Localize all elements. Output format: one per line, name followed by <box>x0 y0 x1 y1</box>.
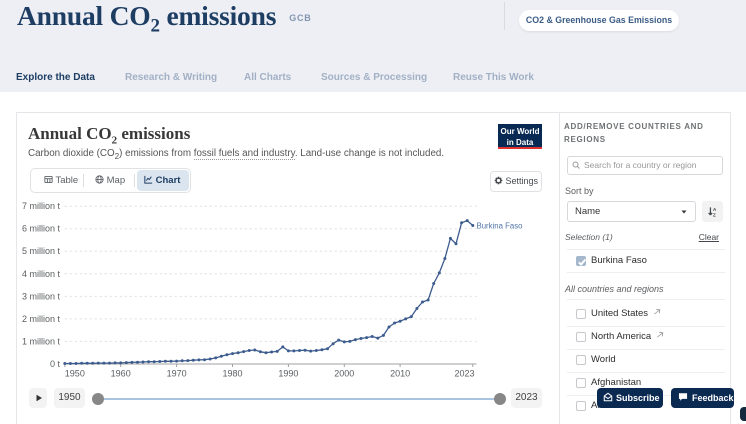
svg-text:6 million t: 6 million t <box>22 224 61 234</box>
svg-text:7 million t: 7 million t <box>22 201 61 211</box>
svg-text:1980: 1980 <box>222 369 242 379</box>
svg-text:A: A <box>713 207 717 213</box>
svg-text:Z: Z <box>713 212 716 217</box>
svg-text:1990: 1990 <box>278 369 298 379</box>
svg-text:2010: 2010 <box>390 369 410 379</box>
svg-text:5 million t: 5 million t <box>22 246 61 256</box>
svg-text:1960: 1960 <box>111 369 131 379</box>
svg-text:4 million t: 4 million t <box>22 269 61 279</box>
svg-text:Burkina Faso: Burkina Faso <box>477 222 524 231</box>
svg-text:1950: 1950 <box>65 369 85 379</box>
svg-text:2 million t: 2 million t <box>22 314 61 324</box>
svg-text:3 million t: 3 million t <box>22 291 61 301</box>
svg-text:2023: 2023 <box>454 369 474 379</box>
svg-text:2000: 2000 <box>334 369 354 379</box>
svg-text:1 million t: 1 million t <box>22 336 61 346</box>
svg-text:0 t: 0 t <box>50 359 61 369</box>
svg-text:1970: 1970 <box>167 369 187 379</box>
